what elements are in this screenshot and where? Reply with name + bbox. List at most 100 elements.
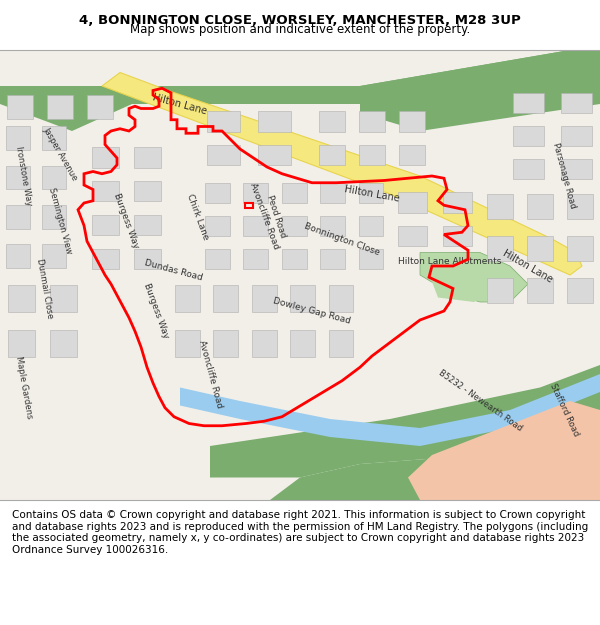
Polygon shape <box>420 253 528 302</box>
Bar <box>7 126 30 150</box>
Bar <box>567 278 593 304</box>
Bar <box>487 278 513 304</box>
Text: Map shows position and indicative extent of the property.: Map shows position and indicative extent… <box>130 23 470 36</box>
Polygon shape <box>426 266 492 302</box>
Bar <box>134 181 161 201</box>
Text: Parsonage Road: Parsonage Road <box>551 142 577 210</box>
Bar <box>205 216 230 236</box>
Bar <box>512 159 544 179</box>
Text: Avoncliffe Road: Avoncliffe Road <box>248 182 280 251</box>
Bar <box>252 330 277 357</box>
Bar <box>282 183 307 203</box>
Bar <box>398 226 427 246</box>
Bar <box>560 126 592 146</box>
Text: Hilton Lane Allotments: Hilton Lane Allotments <box>398 257 502 266</box>
Bar <box>527 278 553 304</box>
Bar <box>244 249 268 269</box>
Text: Bonnington Close: Bonnington Close <box>303 221 381 257</box>
Bar <box>290 330 315 357</box>
Polygon shape <box>270 455 600 500</box>
Polygon shape <box>102 72 582 275</box>
Text: Dowley Gap Road: Dowley Gap Road <box>272 296 352 326</box>
Text: Semington View: Semington View <box>47 187 73 255</box>
Bar <box>244 216 268 236</box>
Bar <box>359 216 383 236</box>
Bar <box>245 202 253 208</box>
Bar <box>43 205 66 229</box>
Bar <box>92 215 119 235</box>
Bar <box>92 181 119 201</box>
Bar <box>207 145 241 166</box>
Bar <box>50 330 77 357</box>
Bar <box>567 194 593 219</box>
Polygon shape <box>0 50 600 131</box>
Bar <box>92 148 119 168</box>
Bar <box>214 285 238 312</box>
Bar <box>50 285 77 312</box>
Bar <box>7 95 33 119</box>
Text: Peod Road: Peod Road <box>265 194 287 239</box>
Text: Stafford Road: Stafford Road <box>548 382 580 438</box>
Bar <box>282 216 307 236</box>
Text: Dunmail Close: Dunmail Close <box>35 258 55 319</box>
Text: Contains OS data © Crown copyright and database right 2021. This information is : Contains OS data © Crown copyright and d… <box>12 510 588 555</box>
Text: Avoncliffe Road: Avoncliffe Road <box>197 339 223 409</box>
Bar <box>527 194 553 219</box>
Bar <box>527 236 553 261</box>
Bar <box>258 145 292 166</box>
Bar <box>43 244 66 268</box>
Text: Chirk Lane: Chirk Lane <box>185 192 211 241</box>
Text: Burgess Way: Burgess Way <box>112 192 140 250</box>
Text: Ironstone Way: Ironstone Way <box>14 146 34 206</box>
Bar <box>512 126 544 146</box>
Polygon shape <box>360 50 600 131</box>
Bar <box>258 111 292 132</box>
Text: Hilton Lane: Hilton Lane <box>502 248 554 284</box>
Bar <box>487 194 513 219</box>
Bar <box>252 285 277 312</box>
Bar <box>134 215 161 235</box>
Text: Hilton Lane: Hilton Lane <box>344 184 400 204</box>
Bar <box>560 93 592 113</box>
Bar <box>7 166 30 189</box>
Bar <box>359 145 385 166</box>
Bar <box>175 285 200 312</box>
Text: 4, BONNINGTON CLOSE, WORSLEY, MANCHESTER, M28 3UP: 4, BONNINGTON CLOSE, WORSLEY, MANCHESTER… <box>79 14 521 27</box>
Text: B5232 - Newearth Road: B5232 - Newearth Road <box>436 369 524 433</box>
Bar <box>282 249 307 269</box>
Polygon shape <box>408 401 600 500</box>
Bar <box>205 183 230 203</box>
Bar <box>443 226 472 246</box>
Bar <box>134 249 161 269</box>
Polygon shape <box>180 374 600 446</box>
Bar <box>560 159 592 179</box>
Bar <box>7 205 30 229</box>
Bar <box>207 111 241 132</box>
Bar <box>512 93 544 113</box>
Polygon shape <box>210 365 600 478</box>
Bar <box>43 166 66 189</box>
Bar <box>8 330 35 357</box>
Bar <box>290 285 315 312</box>
Bar <box>47 95 73 119</box>
Bar <box>487 236 513 261</box>
Text: Hilton Lane: Hilton Lane <box>152 92 208 116</box>
Bar <box>399 145 425 166</box>
Bar <box>205 249 230 269</box>
Bar <box>567 236 593 261</box>
Bar <box>43 126 66 150</box>
Bar <box>87 95 113 119</box>
Text: Burgess Way: Burgess Way <box>142 282 170 340</box>
Bar <box>320 216 345 236</box>
Bar <box>443 192 472 213</box>
Bar <box>92 249 119 269</box>
Bar <box>320 249 345 269</box>
Bar <box>244 183 268 203</box>
Text: Maple Gardens: Maple Gardens <box>14 356 34 419</box>
Bar <box>329 285 353 312</box>
Bar <box>8 285 35 312</box>
Bar <box>359 183 383 203</box>
Polygon shape <box>0 50 600 500</box>
Bar <box>319 111 345 132</box>
Bar <box>175 330 200 357</box>
